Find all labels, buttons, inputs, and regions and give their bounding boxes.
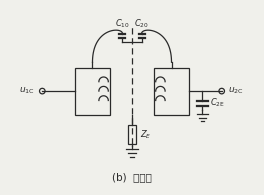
Text: $u_{\rm 1C}$: $u_{\rm 1C}$ bbox=[19, 86, 35, 96]
Text: (b)  有屏蔽: (b) 有屏蔽 bbox=[112, 172, 152, 182]
Text: $C_{20}$: $C_{20}$ bbox=[134, 18, 149, 30]
Text: $C_{10}$: $C_{10}$ bbox=[115, 18, 130, 30]
Text: $Z_E$: $Z_E$ bbox=[140, 129, 152, 141]
Text: $C_{\rm 2E}$: $C_{\rm 2E}$ bbox=[210, 97, 225, 109]
Bar bbox=[128, 125, 136, 144]
Bar bbox=[76, 68, 110, 115]
Bar bbox=[154, 68, 188, 115]
Text: $u_{\rm 2C}$: $u_{\rm 2C}$ bbox=[228, 86, 244, 96]
